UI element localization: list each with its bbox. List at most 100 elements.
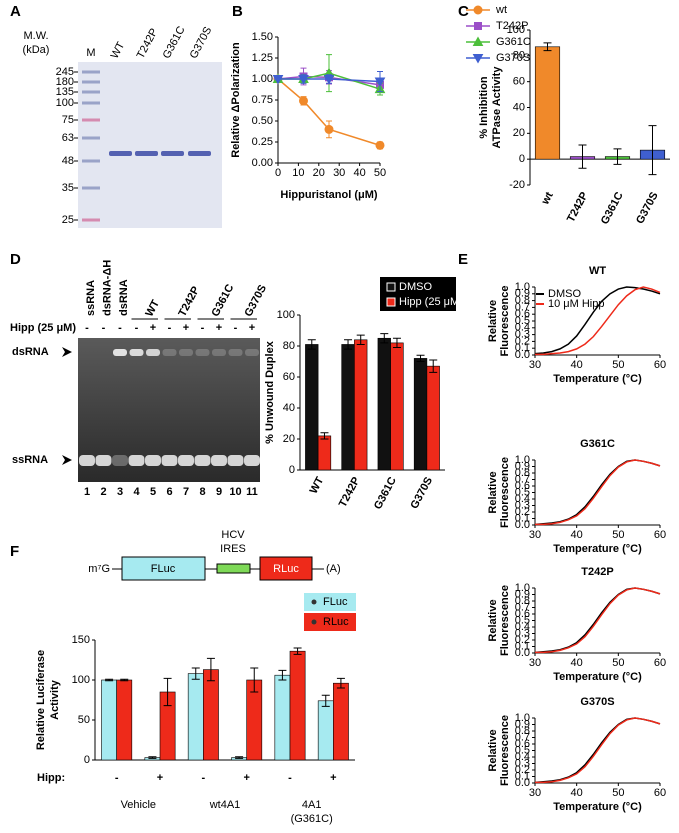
series-line bbox=[535, 459, 661, 526]
y-tick-label: 0.3 bbox=[515, 329, 530, 341]
y-tick-label: 1.0 bbox=[515, 454, 530, 466]
gel-a bbox=[78, 62, 222, 228]
fluc-box bbox=[121, 556, 206, 581]
y-tick-label: 0.25 bbox=[252, 136, 273, 148]
x-tick-label: wt bbox=[539, 190, 556, 208]
group-label: 4A1 bbox=[302, 799, 322, 811]
ladder-band bbox=[82, 136, 100, 140]
y-tick-label: 0.9 bbox=[515, 288, 530, 300]
treatment-sign: - bbox=[234, 322, 238, 334]
band-arrow bbox=[62, 347, 72, 357]
y-tick-label: 1.00 bbox=[252, 73, 273, 85]
x-tick-label: 40 bbox=[353, 167, 365, 179]
protein-band bbox=[188, 151, 211, 156]
lane-label: WT bbox=[143, 298, 162, 319]
dsrna-band bbox=[245, 349, 259, 356]
bar bbox=[203, 669, 219, 761]
x-tick-label: 10 bbox=[292, 167, 304, 179]
point bbox=[472, 36, 484, 46]
y-tick-label: 0.5 bbox=[515, 315, 530, 327]
ssrna-band bbox=[145, 455, 161, 466]
y-tick-label: 0 bbox=[289, 464, 295, 476]
band-arrow bbox=[62, 455, 72, 465]
ladder-band bbox=[82, 118, 100, 122]
y-tick-label: 0.9 bbox=[515, 460, 530, 472]
y-tick-label: 0.9 bbox=[515, 588, 530, 600]
error-bar bbox=[578, 144, 587, 169]
bar bbox=[426, 365, 440, 471]
y-tick-label: 0.3 bbox=[515, 627, 530, 639]
lane-number: 8 bbox=[199, 486, 205, 498]
x-tick-label: 50 bbox=[612, 359, 624, 371]
legend-label: 10 μM Hipp bbox=[548, 298, 604, 310]
legend-swatch bbox=[386, 282, 396, 292]
y-tick-label: 100 bbox=[72, 674, 90, 686]
y-tick-label: 0.0 bbox=[515, 349, 530, 361]
point bbox=[323, 75, 335, 85]
ssrna-band bbox=[128, 455, 145, 466]
y-axis-label: % Unwound Duplex bbox=[264, 340, 276, 444]
x-tick-label: 50 bbox=[612, 787, 624, 799]
y-tick-label: 80 bbox=[513, 50, 525, 62]
dsrna-band bbox=[228, 349, 243, 356]
y-tick-label: 0.1 bbox=[515, 342, 530, 354]
y-axis-label: Relative bbox=[487, 599, 499, 641]
x-tick-label: T242P bbox=[337, 475, 363, 509]
rluc-box bbox=[259, 556, 313, 581]
error-bar bbox=[429, 359, 438, 373]
x-tick-label: 60 bbox=[654, 787, 666, 799]
ladder-band bbox=[82, 218, 100, 222]
y-tick-label: 0.7 bbox=[515, 473, 530, 485]
treatment-sign: - bbox=[118, 322, 122, 334]
category-label: Hipp: bbox=[37, 772, 65, 784]
legend-swatch bbox=[386, 297, 396, 307]
point bbox=[299, 96, 308, 106]
y-tick-label: 0.4 bbox=[515, 322, 530, 334]
hipp-label: Hipp (25 μM) bbox=[10, 322, 76, 334]
protein-band bbox=[109, 151, 132, 156]
panel-label: B bbox=[232, 3, 243, 20]
dsrna-band bbox=[195, 349, 210, 356]
treatment-sign: - bbox=[102, 322, 106, 334]
ssrna-band bbox=[244, 455, 260, 466]
y-tick-label: 0 bbox=[84, 754, 90, 766]
y-tick-label: 0.0 bbox=[515, 777, 530, 789]
ires-label: IRES bbox=[220, 543, 246, 555]
point bbox=[473, 5, 483, 15]
lane-label: G370S bbox=[188, 25, 215, 61]
series-line bbox=[535, 717, 661, 784]
protein-band bbox=[135, 151, 158, 156]
legend-row bbox=[304, 613, 356, 631]
x-tick-label: 60 bbox=[654, 359, 666, 371]
lane-label: G370S bbox=[242, 283, 269, 319]
y-tick-label: 0.6 bbox=[515, 308, 530, 320]
error-bar bbox=[206, 657, 215, 682]
lane-number: 6 bbox=[166, 486, 172, 498]
box-label: FLuc bbox=[151, 563, 176, 575]
dsrna-band bbox=[146, 349, 160, 356]
y-axis-label: Fluorescence bbox=[499, 457, 511, 528]
y-tick-label: 1.50 bbox=[252, 31, 273, 43]
y-tick-label: 0.0 bbox=[515, 519, 530, 531]
lane-label: ssRNA bbox=[85, 280, 97, 316]
y-axis-label: Relative bbox=[487, 471, 499, 513]
legend-dot bbox=[311, 619, 317, 625]
y-tick-label: 0.4 bbox=[515, 493, 530, 505]
y-tick-label: 100 bbox=[507, 24, 525, 36]
x-tick-label: 0 bbox=[275, 167, 281, 179]
y-tick-label: 0.1 bbox=[515, 770, 530, 782]
y-tick-label: 0.8 bbox=[515, 295, 530, 307]
y-axis-label: Fluorescence bbox=[499, 286, 511, 357]
lane-number: 9 bbox=[216, 486, 222, 498]
x-tick-label: 40 bbox=[571, 529, 583, 541]
x-tick-label: 30 bbox=[529, 359, 541, 371]
marker-label: 135 bbox=[56, 86, 74, 98]
y-tick-label: 50 bbox=[78, 714, 90, 726]
error-bar bbox=[235, 756, 244, 759]
ssrna-band bbox=[227, 455, 244, 466]
ladder-band bbox=[82, 80, 100, 84]
y-tick-label: 0.5 bbox=[515, 614, 530, 626]
tail-label: (A) bbox=[326, 563, 341, 575]
unit-label: (kDa) bbox=[23, 44, 50, 56]
lane-number: 5 bbox=[150, 486, 156, 498]
